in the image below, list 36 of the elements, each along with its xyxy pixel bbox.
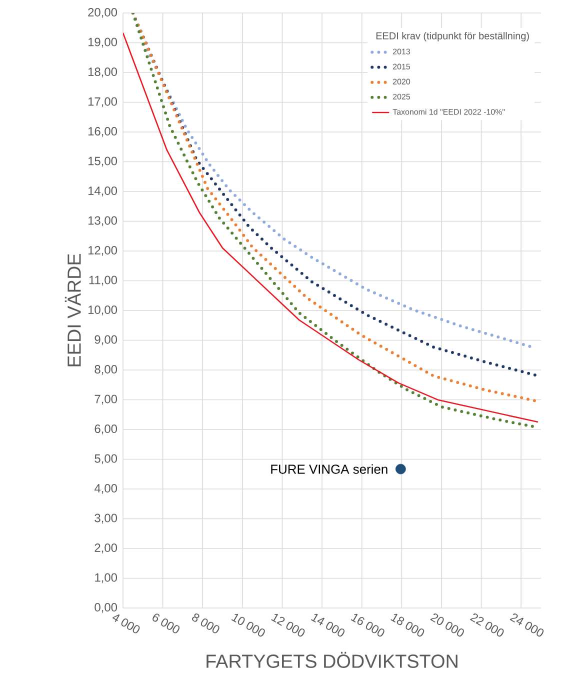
y-tick-label: 12,00: [88, 246, 118, 256]
x-tick-label: 22 000: [470, 613, 504, 637]
y-tick-label: 4,00: [94, 484, 118, 494]
x-tick-label: 8 000: [192, 613, 220, 634]
y-tick-label: 14,00: [88, 186, 118, 196]
x-tick-label: 10 000: [231, 614, 265, 637]
y-tick-label: 5,00: [94, 454, 118, 464]
y-tick-label: 20,00: [88, 8, 118, 18]
y-tick-label: 9,00: [94, 335, 118, 346]
x-tick-label: 24 000: [510, 613, 544, 637]
legend-title: EEDI krav (tidpunkt för beställning): [376, 32, 529, 42]
y-tick-label: 1,00: [95, 573, 118, 584]
x-tick-label: 18 000: [390, 614, 424, 637]
y-tick-label: 7,00: [94, 394, 118, 405]
y-axis-title: EEDI VÄRDE: [64, 254, 81, 366]
x-tick-label: 20 000: [430, 613, 464, 637]
y-tick-label: 17,00: [88, 97, 118, 108]
y-tick-label: 0,00: [94, 603, 118, 613]
y-tick-label: 10,00: [88, 306, 118, 316]
y-tick-label: 3,00: [94, 514, 118, 524]
y-tick-label: 18,00: [88, 68, 118, 78]
y-tick-label: 2,00: [94, 544, 118, 554]
y-tick-label: 6,00: [94, 424, 118, 434]
y-tick-label: 11,00: [89, 276, 118, 286]
y-tick-label: 15,00: [88, 156, 118, 167]
x-tick-label: 4 000: [112, 614, 140, 634]
x-tick-label: 14 000: [311, 614, 345, 637]
y-tick-label: 16,00: [88, 127, 118, 137]
x-tick-label: 16 000: [350, 614, 384, 637]
series-label: FURE VINGA serien: [271, 464, 388, 474]
x-tick-label: 12 000: [271, 614, 305, 637]
x-tick-label: 6 000: [152, 614, 180, 634]
y-tick-label: 8,00: [94, 365, 118, 375]
x-axis-title: FARTYGETS DÖDVIKTSTON: [206, 652, 458, 668]
y-tick-label: 19,00: [88, 38, 118, 48]
y-tick-label: 13,00: [88, 216, 118, 226]
